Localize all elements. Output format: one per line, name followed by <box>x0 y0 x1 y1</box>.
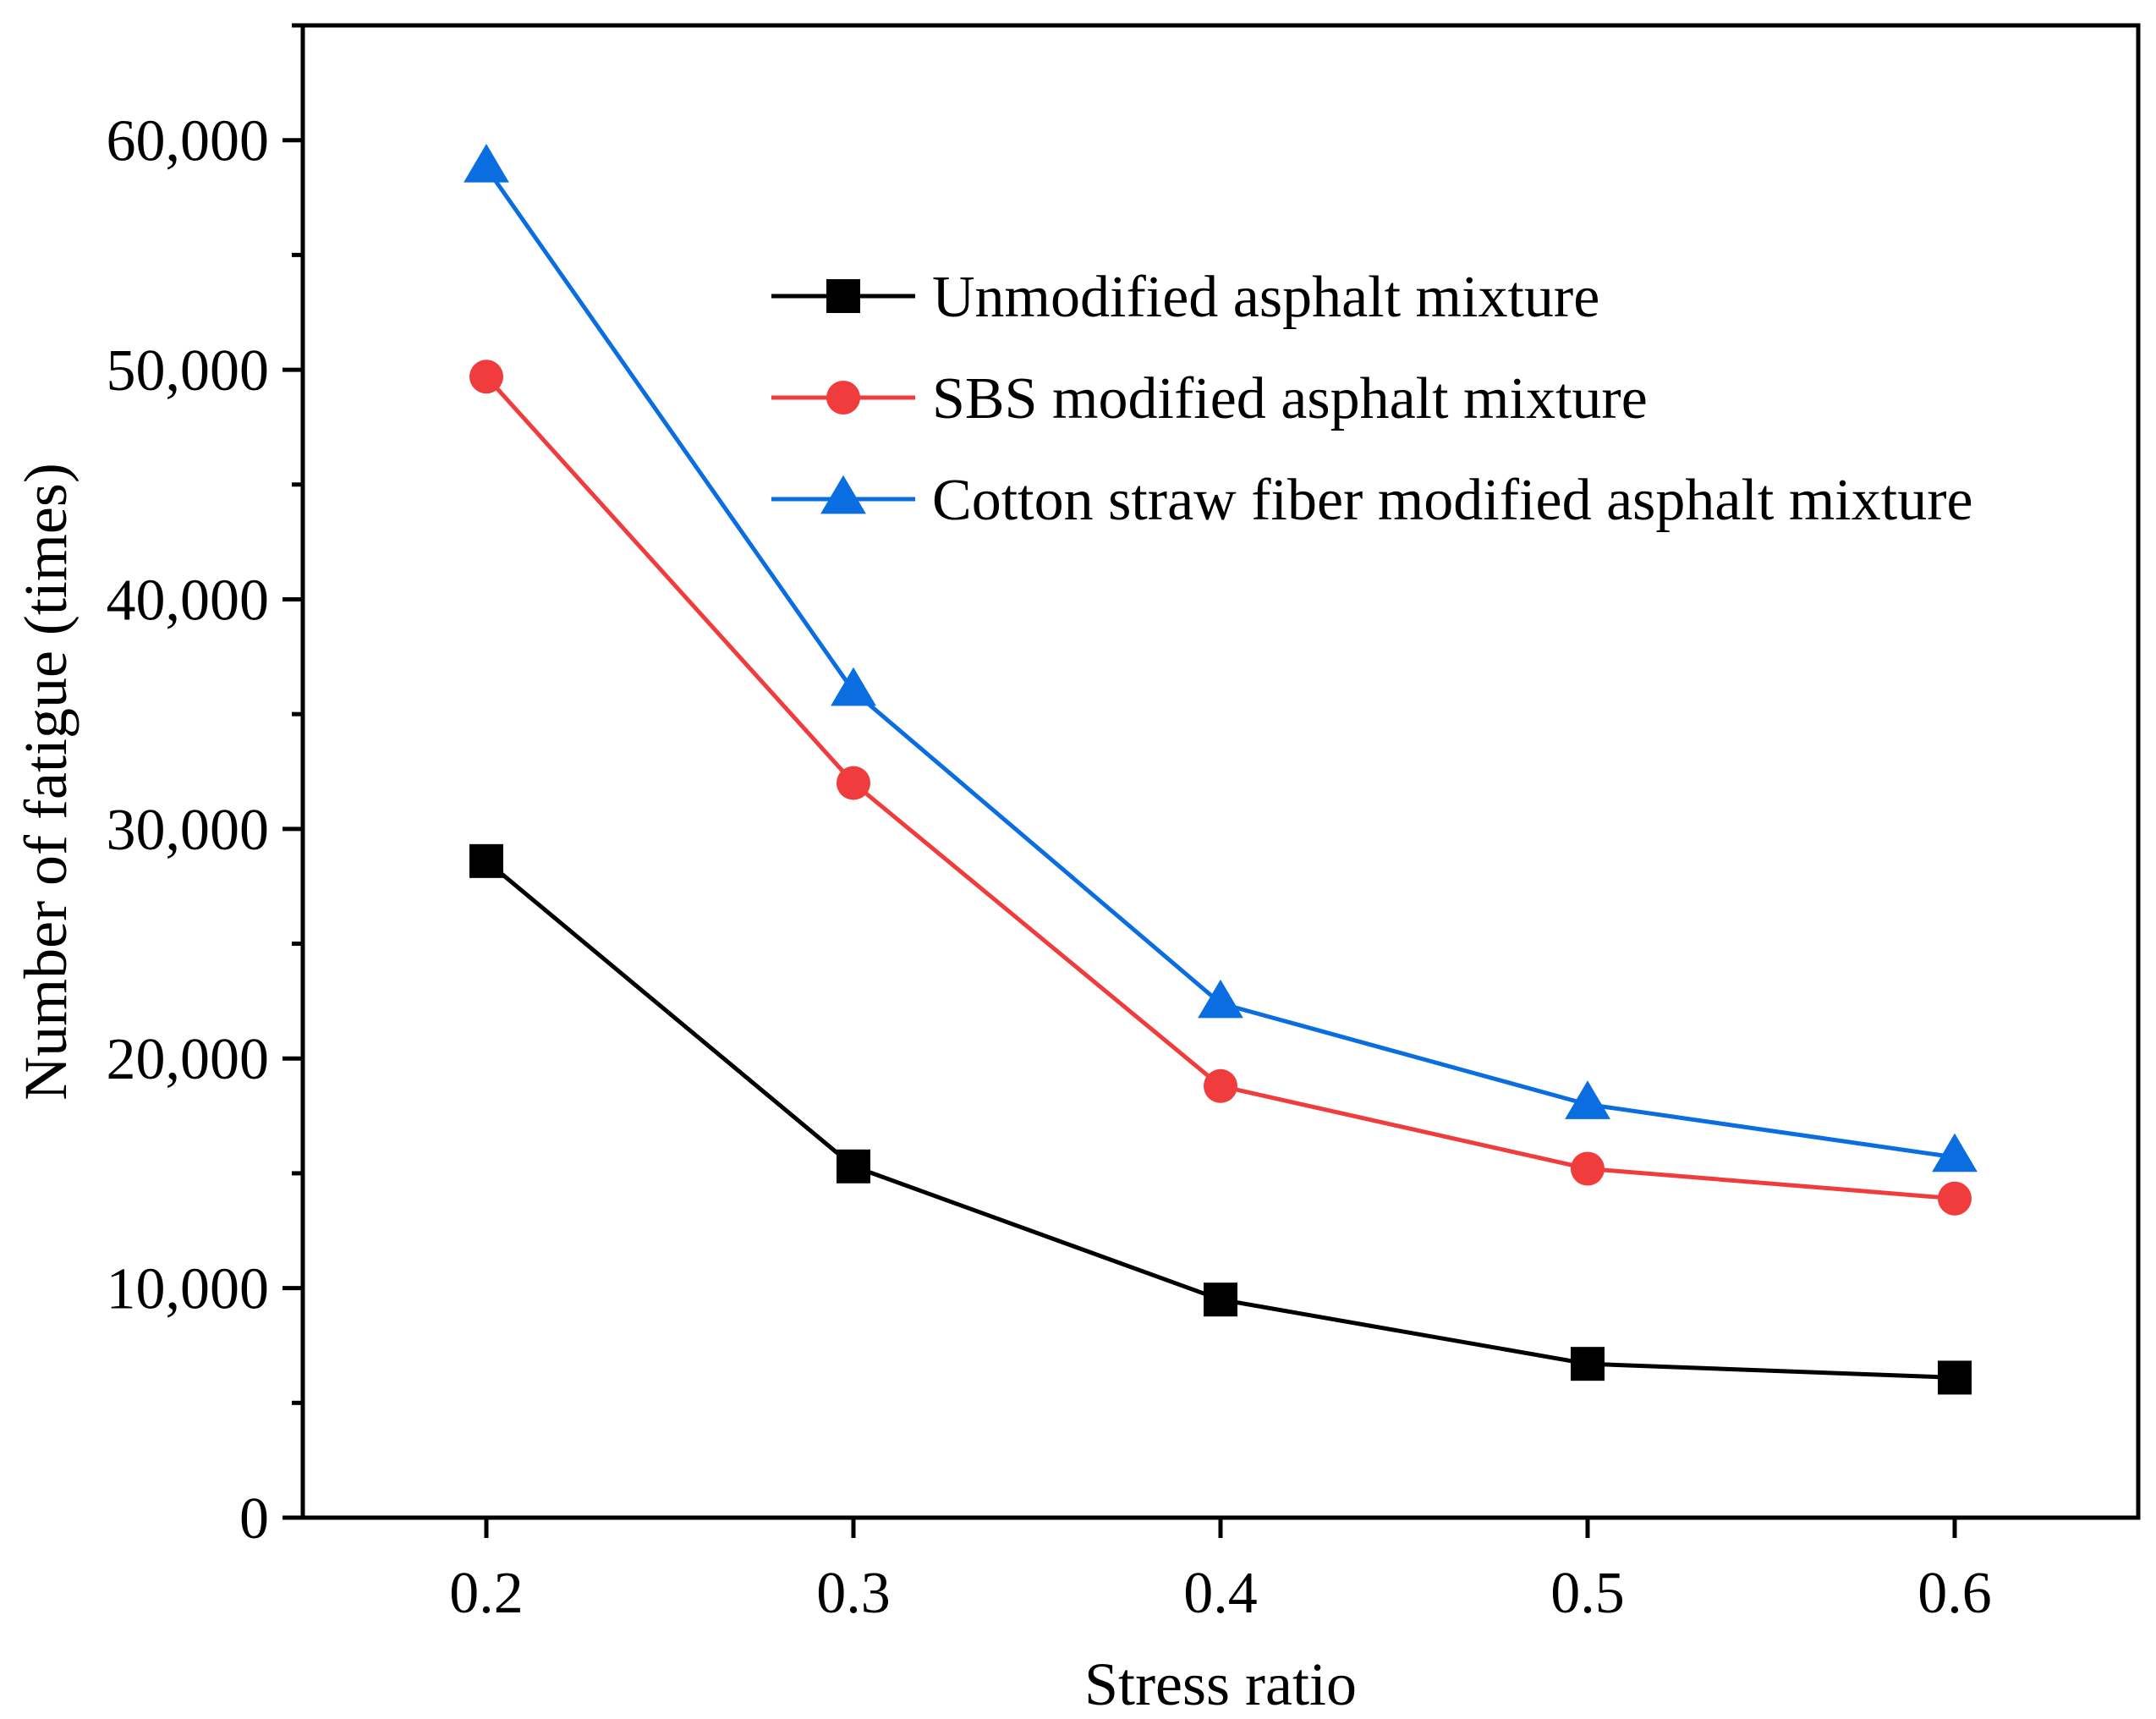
data-point <box>1938 1360 1972 1395</box>
data-point <box>469 843 503 878</box>
x-tick-label: 0.4 <box>1183 1561 1258 1626</box>
x-axis-title: Stress ratio <box>1084 1650 1357 1718</box>
x-tick-label: 0.3 <box>816 1561 891 1626</box>
legend: Unmodified asphalt mixture SBS modified a… <box>771 265 1973 533</box>
legend-item: Unmodified asphalt mixture <box>771 265 1599 330</box>
series-3 <box>464 143 1978 1173</box>
legend-marker <box>826 381 860 415</box>
data-point <box>1571 1347 1605 1381</box>
data-point <box>1204 1068 1237 1103</box>
data-point <box>469 360 503 394</box>
legend-item: SBS modified asphalt mixture <box>771 366 1648 431</box>
data-point <box>1565 1080 1610 1119</box>
x-tick-label: 0.2 <box>449 1561 524 1626</box>
data-point <box>464 143 509 183</box>
y-tick-label: 40,000 <box>107 568 270 633</box>
x-tick-label: 0.5 <box>1550 1561 1625 1626</box>
data-point <box>837 1149 870 1184</box>
y-tick-label: 20,000 <box>107 1027 270 1092</box>
data-point <box>1938 1181 1972 1216</box>
legend-label: Cotton straw fiber modified asphalt mixt… <box>932 468 1973 533</box>
legend-item: Cotton straw fiber modified asphalt mixt… <box>771 468 1973 533</box>
y-tick-label: 0 <box>239 1486 269 1551</box>
y-tick-label: 60,000 <box>107 109 270 174</box>
series-layer <box>464 143 1978 1395</box>
legend-label: Unmodified asphalt mixture <box>932 265 1599 330</box>
data-point <box>1204 1282 1237 1317</box>
data-point <box>1932 1133 1978 1173</box>
data-point <box>1198 979 1243 1019</box>
y-tick-label: 10,000 <box>107 1257 270 1322</box>
data-point <box>831 667 876 706</box>
data-point <box>837 766 870 800</box>
series-1 <box>469 843 1972 1395</box>
legend-label: SBS modified asphalt mixture <box>932 366 1648 431</box>
y-axis-title: Number of fatigue (times) <box>12 463 80 1101</box>
x-tick-label: 0.6 <box>1917 1561 1992 1626</box>
legend-marker <box>820 475 866 514</box>
data-point <box>1571 1151 1605 1186</box>
series-2 <box>469 360 1972 1216</box>
legend-marker <box>826 279 860 313</box>
y-tick-label: 50,000 <box>107 338 270 404</box>
axes: 0 10,000 20,000 30,000 40,000 50,000 60,000 0.2… <box>107 23 2141 1626</box>
y-tick-label: 30,000 <box>107 798 270 863</box>
